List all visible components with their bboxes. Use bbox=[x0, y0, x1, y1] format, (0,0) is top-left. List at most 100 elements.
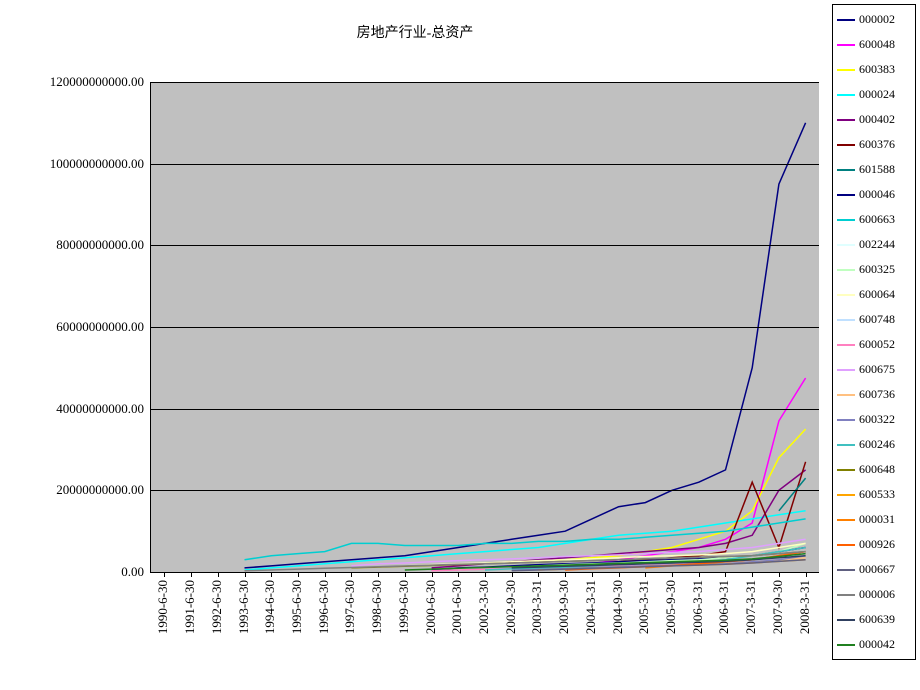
gridline bbox=[151, 409, 819, 410]
x-tick bbox=[619, 572, 620, 577]
legend-swatch bbox=[837, 494, 855, 496]
y-axis-label: 120000000000.00 bbox=[4, 74, 144, 90]
x-axis-label: 1993-6-30 bbox=[236, 580, 252, 634]
legend-item-600376: 600376 bbox=[833, 132, 915, 157]
x-tick bbox=[458, 572, 459, 577]
x-tick bbox=[538, 572, 539, 577]
x-axis-label: 2005-9-30 bbox=[663, 580, 679, 634]
legend-swatch bbox=[837, 569, 855, 571]
legend-swatch bbox=[837, 419, 855, 421]
x-tick bbox=[325, 572, 326, 577]
gridline bbox=[151, 327, 819, 328]
x-tick bbox=[218, 572, 219, 577]
legend-swatch bbox=[837, 169, 855, 171]
x-axis-label: 2006-9-31 bbox=[716, 580, 732, 634]
legend-swatch bbox=[837, 19, 855, 21]
legend-swatch bbox=[837, 44, 855, 46]
legend-swatch bbox=[837, 294, 855, 296]
legend-swatch bbox=[837, 394, 855, 396]
legend-label: 000046 bbox=[859, 187, 895, 202]
legend-item-000042: 000042 bbox=[833, 632, 915, 657]
x-axis-label: 2003-9-30 bbox=[556, 580, 572, 634]
legend-item-600052: 600052 bbox=[833, 332, 915, 357]
x-tick bbox=[271, 572, 272, 577]
legend-swatch bbox=[837, 319, 855, 321]
legend-swatch bbox=[837, 469, 855, 471]
x-axis-label: 2006-3-31 bbox=[690, 580, 706, 634]
series-line-000002 bbox=[245, 123, 806, 568]
legend-label: 600663 bbox=[859, 212, 895, 227]
x-tick bbox=[432, 572, 433, 577]
legend-label: 600648 bbox=[859, 462, 895, 477]
x-axis-label: 1996-6-30 bbox=[316, 580, 332, 634]
x-tick bbox=[725, 572, 726, 577]
x-tick bbox=[245, 572, 246, 577]
x-axis-label: 2000-6-30 bbox=[423, 580, 439, 634]
legend-item-600322: 600322 bbox=[833, 407, 915, 432]
x-tick bbox=[592, 572, 593, 577]
plot-area bbox=[150, 82, 819, 573]
x-axis-label: 1995-6-30 bbox=[289, 580, 305, 634]
legend-item-600325: 600325 bbox=[833, 257, 915, 282]
legend-item-600048: 600048 bbox=[833, 32, 915, 57]
legend-item-000006: 000006 bbox=[833, 582, 915, 607]
legend-label: 000002 bbox=[859, 12, 895, 27]
legend-label: 600639 bbox=[859, 612, 895, 627]
legend-label: 000667 bbox=[859, 562, 895, 577]
x-axis-label: 2001-6-30 bbox=[449, 580, 465, 634]
x-axis-label: 2007-3-31 bbox=[743, 580, 759, 634]
legend-swatch bbox=[837, 544, 855, 546]
y-axis-label: 60000000000.00 bbox=[4, 319, 144, 335]
x-tick bbox=[164, 572, 165, 577]
legend-swatch bbox=[837, 219, 855, 221]
legend-label: 000926 bbox=[859, 537, 895, 552]
legend-swatch bbox=[837, 344, 855, 346]
legend-label: 600376 bbox=[859, 137, 895, 152]
legend-label: 000042 bbox=[859, 637, 895, 652]
legend-label: 000024 bbox=[859, 87, 895, 102]
gridline bbox=[151, 164, 819, 165]
y-axis-label: 80000000000.00 bbox=[4, 237, 144, 253]
legend-label: 000402 bbox=[859, 112, 895, 127]
x-tick bbox=[405, 572, 406, 577]
legend-item-600639: 600639 bbox=[833, 607, 915, 632]
legend-item-000031: 000031 bbox=[833, 507, 915, 532]
legend-item-600675: 600675 bbox=[833, 357, 915, 382]
x-tick bbox=[378, 572, 379, 577]
legend-item-600064: 600064 bbox=[833, 282, 915, 307]
x-tick bbox=[191, 572, 192, 577]
legend-label: 600748 bbox=[859, 312, 895, 327]
x-tick bbox=[485, 572, 486, 577]
legend-swatch bbox=[837, 144, 855, 146]
legend-item-600648: 600648 bbox=[833, 457, 915, 482]
x-axis-label: 1998-6-30 bbox=[369, 580, 385, 634]
legend-label: 600246 bbox=[859, 437, 895, 452]
x-tick bbox=[565, 572, 566, 577]
x-axis-label: 2004-9-30 bbox=[610, 580, 626, 634]
legend-label: 000006 bbox=[859, 587, 895, 602]
legend-item-000667: 000667 bbox=[833, 557, 915, 582]
legend-swatch bbox=[837, 119, 855, 121]
legend-item-000002: 000002 bbox=[833, 7, 915, 32]
y-axis-label: 20000000000.00 bbox=[4, 482, 144, 498]
legend-swatch bbox=[837, 519, 855, 521]
legend-item-000046: 000046 bbox=[833, 182, 915, 207]
x-tick bbox=[779, 572, 780, 577]
x-axis-label: 2007-9-30 bbox=[770, 580, 786, 634]
gridline bbox=[151, 245, 819, 246]
legend-swatch bbox=[837, 269, 855, 271]
legend-item-002244: 002244 bbox=[833, 232, 915, 257]
legend-label: 600048 bbox=[859, 37, 895, 52]
gridline bbox=[151, 82, 819, 83]
legend: 0000026000486003830000240004026003766015… bbox=[832, 4, 916, 660]
legend-swatch bbox=[837, 369, 855, 371]
legend-label: 002244 bbox=[859, 237, 895, 252]
legend-item-600736: 600736 bbox=[833, 382, 915, 407]
y-axis-label: 100000000000.00 bbox=[4, 156, 144, 172]
legend-swatch bbox=[837, 444, 855, 446]
x-axis-label: 2005-3-31 bbox=[636, 580, 652, 634]
legend-label: 000031 bbox=[859, 512, 895, 527]
x-axis-label: 1999-6-30 bbox=[396, 580, 412, 634]
x-axis-label: 2002-9-30 bbox=[503, 580, 519, 634]
legend-item-600533: 600533 bbox=[833, 482, 915, 507]
